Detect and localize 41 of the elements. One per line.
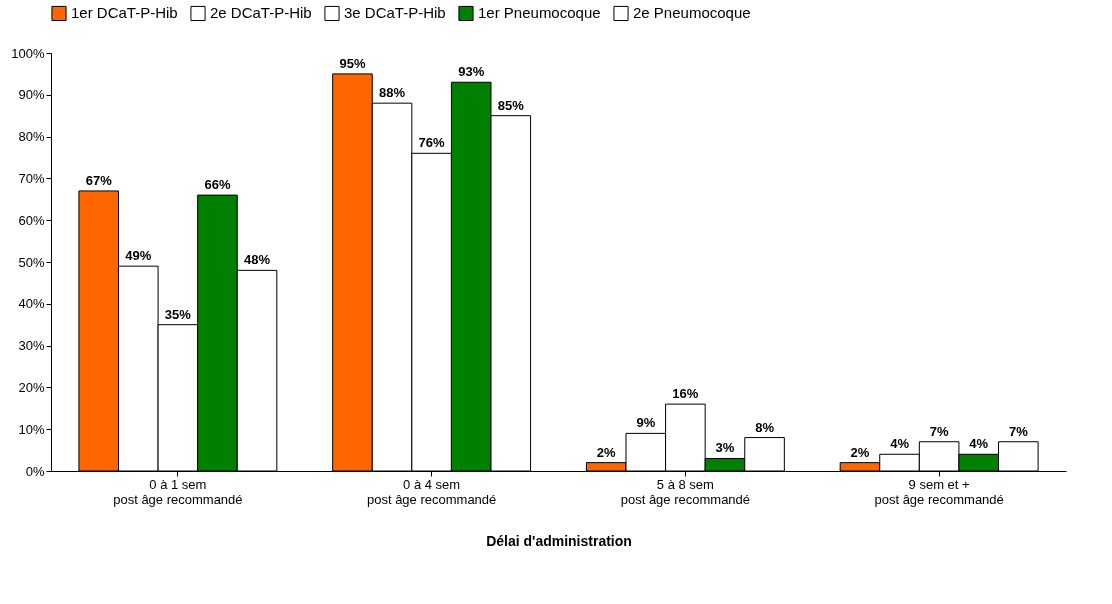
data-label: 7% — [1008, 423, 1029, 439]
data-label: 49% — [125, 248, 152, 264]
y-tick-label: 100% — [11, 45, 45, 61]
y-tick-label: 80% — [18, 129, 45, 145]
legend-label: 2e Pneumocoque — [633, 4, 751, 22]
x-tick-label: 0 à 1 sem post âge recommandé — [113, 476, 243, 507]
data-label: 67% — [85, 172, 113, 188]
data-label: 48% — [244, 252, 271, 268]
y-tick-label: 60% — [18, 212, 45, 228]
x-tick-label: 0 à 4 sem post âge recommandé — [366, 476, 497, 507]
data-label: 35% — [164, 306, 192, 322]
data-label: 7% — [929, 423, 949, 439]
data-label: 95% — [339, 55, 366, 71]
y-tick-label: 50% — [18, 254, 45, 270]
x-tick-label: 5 à 8 sem post âge recommandé — [620, 476, 751, 507]
x-axis-title: Délai d'administration — [486, 532, 632, 549]
y-tick-label: 10% — [18, 421, 45, 437]
y-tick-label: 40% — [18, 296, 45, 312]
y-tick-label: 90% — [18, 87, 45, 103]
legend-label: 2e DCaT-P-Hib — [210, 4, 312, 22]
data-label: 4% — [890, 436, 910, 452]
data-label: 85% — [497, 97, 525, 113]
legend-label: 3e DCaT-P-Hib — [344, 4, 446, 22]
y-tick-label: 0% — [25, 463, 45, 479]
data-label: 93% — [458, 64, 485, 80]
y-tick-label: 30% — [18, 338, 45, 354]
data-label: 2% — [596, 444, 617, 460]
data-label: 8% — [755, 419, 775, 435]
data-label: 16% — [672, 386, 699, 402]
x-tick-label: 9 sem et + post âge recommandé — [874, 476, 1004, 507]
data-label: 3% — [715, 440, 735, 456]
data-label: 66% — [204, 177, 231, 193]
y-tick-label: 20% — [18, 379, 45, 395]
data-label: 2% — [850, 444, 870, 460]
legend-label: 1er DCaT-P-Hib — [71, 4, 178, 22]
y-tick-label: 70% — [18, 170, 45, 186]
data-label: 4% — [969, 436, 989, 452]
legend-label: 1er Pneumocoque — [478, 4, 601, 22]
data-label: 76% — [418, 135, 446, 151]
data-label: 88% — [379, 85, 406, 101]
data-label: 9% — [636, 415, 656, 431]
